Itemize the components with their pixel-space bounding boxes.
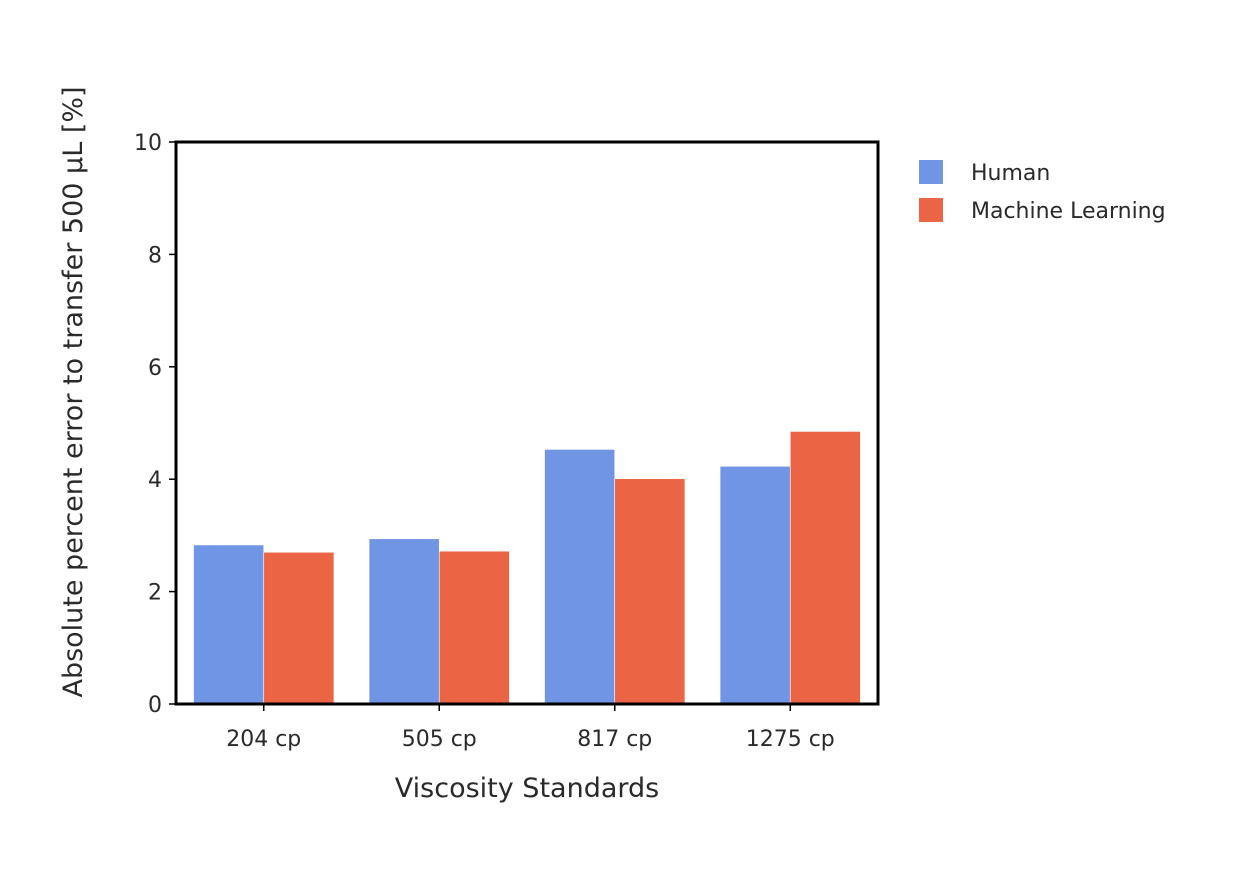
bar-human-3 [544, 449, 616, 705]
x-tick-label: 1275 cp [746, 727, 835, 752]
bar-machine-learning-2 [438, 550, 510, 705]
legend: Human Machine Learning [919, 160, 1166, 224]
bar-machine-learning-1 [263, 551, 335, 705]
y-tick-label: 8 [148, 243, 162, 268]
bars-layer [193, 431, 861, 705]
y-axis: 0 2 4 6 8 10 [134, 131, 176, 718]
legend-swatch-human [919, 160, 943, 184]
bar-human-1 [193, 544, 265, 705]
y-tick-label: 6 [148, 356, 162, 381]
x-axis: 204 cp 505 cp 817 cp 1275 cp [226, 704, 835, 752]
bar-human-2 [368, 538, 440, 705]
y-tick-label: 4 [148, 468, 162, 493]
bar-machine-learning-3 [614, 478, 686, 705]
x-tick-label: 204 cp [226, 727, 301, 752]
legend-swatch-machine-learning [919, 198, 943, 222]
x-axis-title: Viscosity Standards [395, 773, 659, 804]
y-tick-label: 10 [134, 131, 162, 156]
y-tick-label: 0 [148, 693, 162, 718]
y-tick-label: 2 [148, 581, 162, 606]
plot-frame [174, 140, 880, 706]
bar-machine-learning-4 [789, 431, 861, 705]
bar-human-4 [719, 465, 791, 705]
legend-label-human: Human [971, 161, 1050, 186]
x-tick-label: 505 cp [402, 727, 477, 752]
x-tick-label: 817 cp [577, 727, 652, 752]
y-axis-title: Absolute percent error to transfer 500 μ… [58, 86, 89, 697]
legend-label-machine-learning: Machine Learning [971, 199, 1166, 224]
